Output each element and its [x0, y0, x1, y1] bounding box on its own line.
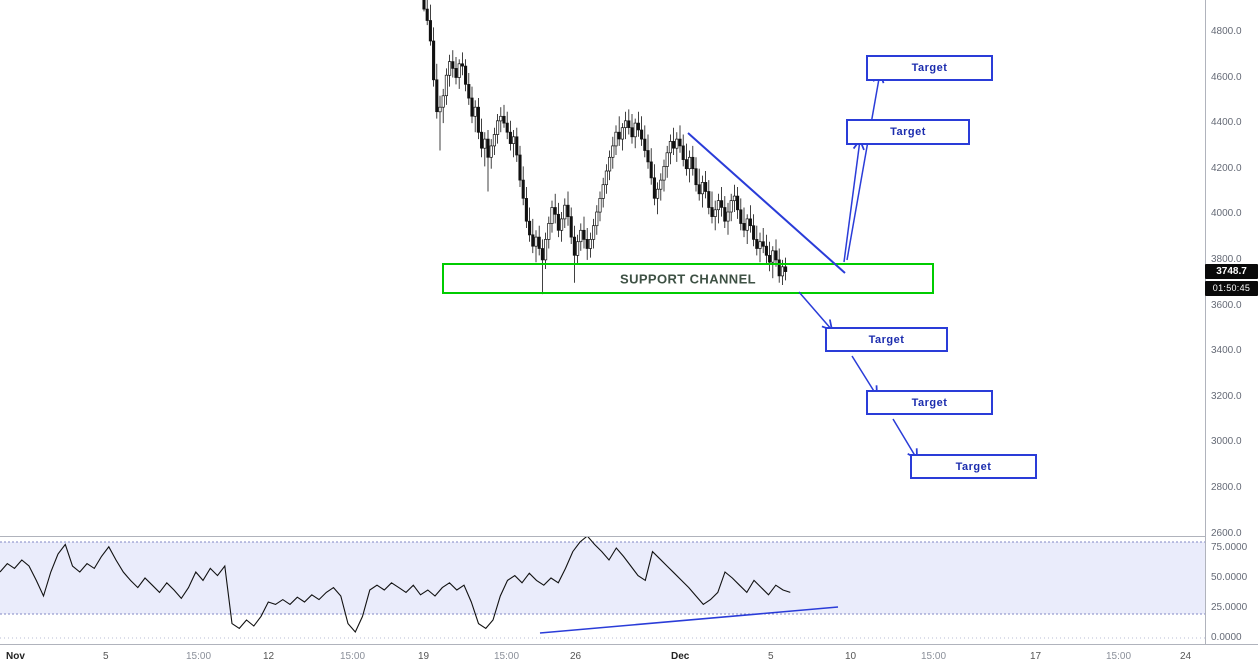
time-axis[interactable]: Nov 5 15:00 12 15:00 19 15:00 26 Dec 5 10 15:00 17 15…	[0, 644, 1258, 670]
candlestick-chart-canvas[interactable]	[0, 0, 1205, 536]
candle-countdown-tag: 01:50:45	[1205, 281, 1258, 296]
price-axis-label: 3600.0	[1211, 300, 1242, 311]
indicator-axis-label: 0.0000	[1211, 632, 1242, 643]
indicator-axis-label: 75.0000	[1211, 542, 1248, 553]
target-box-label: Target	[911, 396, 948, 409]
time-axis-label: 5	[768, 651, 774, 662]
target-box-label: Target	[911, 62, 948, 74]
price-axis[interactable]: 4800.0 4600.0 4400.0 4200.0 4000.0 3800.0 3600…	[1205, 0, 1258, 644]
time-axis-label: 15:00	[921, 651, 947, 662]
target-box-label: Target	[868, 333, 905, 346]
time-axis-label: 12	[263, 651, 275, 662]
price-pane[interactable]: SUPPORT CHANNEL Target Target Target Target…	[0, 0, 1205, 536]
price-axis-label: 2800.0	[1211, 482, 1242, 493]
time-axis-label: 24	[1180, 651, 1192, 662]
indicator-axis-label: 50.0000	[1211, 572, 1248, 583]
time-axis-label: 19	[418, 651, 430, 662]
time-axis-label: 26	[570, 651, 582, 662]
time-axis-label: 5	[103, 651, 109, 662]
time-axis-label: Dec	[671, 651, 690, 662]
support-channel-label[interactable]: SUPPORT CHANNEL	[619, 271, 757, 286]
price-axis-label: 4000.0	[1211, 208, 1242, 219]
indicator-axis-label: 25.0000	[1211, 602, 1248, 613]
time-axis-label: 15:00	[340, 651, 366, 662]
target-box[interactable]: Target	[866, 55, 993, 81]
price-axis-label: 4600.0	[1211, 72, 1242, 83]
time-axis-label: 15:00	[186, 651, 212, 662]
target-box[interactable]: Target	[825, 327, 948, 352]
time-axis-label: Nov	[6, 651, 25, 662]
target-box[interactable]: Target	[846, 119, 970, 145]
price-axis-label: 3000.0	[1211, 436, 1242, 447]
target-box[interactable]: Target	[910, 454, 1037, 479]
target-box-label: Target	[890, 126, 926, 138]
oscillator-indicator-canvas[interactable]	[0, 537, 1205, 644]
target-box-label: Target	[955, 460, 992, 473]
time-axis-label: 10	[845, 651, 857, 662]
time-axis-label: 15:00	[1106, 651, 1132, 662]
time-axis-label: 17	[1030, 651, 1042, 662]
price-axis-label: 2600.0	[1211, 528, 1242, 539]
indicator-pane[interactable]	[0, 537, 1205, 644]
last-price-tag: 3748.7	[1205, 264, 1258, 279]
price-axis-label: 4400.0	[1211, 117, 1242, 128]
price-axis-label: 4200.0	[1211, 163, 1242, 174]
price-axis-label: 4800.0	[1211, 26, 1242, 37]
price-axis-label: 3800.0	[1211, 254, 1242, 265]
price-axis-label: 3200.0	[1211, 391, 1242, 402]
price-axis-label: 3400.0	[1211, 345, 1242, 356]
time-axis-label: 15:00	[494, 651, 520, 662]
pane-divider[interactable]	[0, 536, 1205, 537]
target-box[interactable]: Target	[866, 390, 993, 415]
